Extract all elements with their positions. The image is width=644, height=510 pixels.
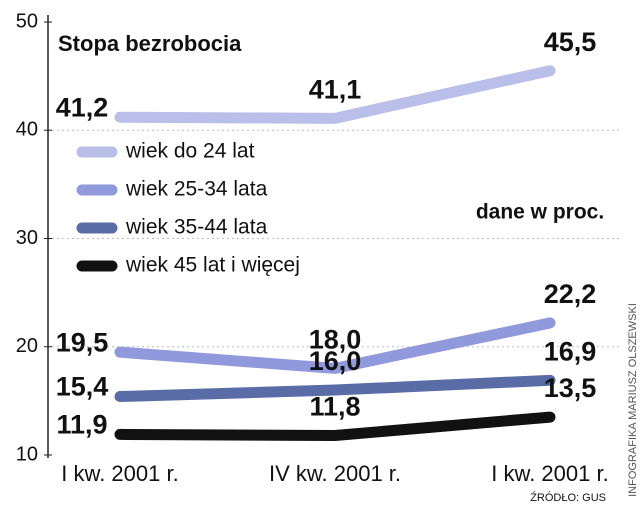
value-label: 13,5: [544, 373, 597, 403]
value-label: 11,8: [309, 392, 360, 422]
y-tick-label: 40: [16, 119, 38, 141]
chart: Stopa bezrobocia dane w proc. ŹRÓDŁO: GU…: [0, 0, 644, 510]
x-tick-label: IV kw. 2001 r.: [269, 461, 401, 486]
value-label: 15,4: [56, 372, 109, 402]
value-label: 41,1: [309, 74, 362, 104]
value-label: 45,5: [544, 27, 597, 57]
y-tick-label: 10: [16, 443, 38, 465]
chart-title: Stopa bezrobocia: [58, 31, 242, 56]
legend-label: wiek 45 lat i więcej: [125, 254, 300, 277]
value-label: 19,5: [56, 327, 109, 357]
unit-note: dane w proc.: [476, 201, 604, 224]
value-label: 16,9: [544, 336, 597, 366]
value-label: 22,2: [544, 279, 597, 309]
legend-label: wiek 25-34 lata: [125, 178, 268, 201]
y-tick-label: 30: [16, 227, 38, 249]
value-label: 41,2: [56, 92, 109, 122]
source: ŹRÓDŁO: GUS: [530, 491, 606, 504]
credit: INFOGRAFIKA MARIUSZ OLSZEWSKI: [627, 303, 639, 497]
x-tick-label: I kw. 2001 r.: [491, 461, 608, 486]
y-tick-label: 20: [16, 335, 38, 357]
y-tick-label: 50: [16, 10, 38, 32]
value-label: 11,9: [56, 410, 107, 440]
legend-label: wiek 35-44 lata: [125, 216, 268, 239]
legend-label: wiek do 24 lat: [125, 140, 255, 163]
value-label: 16,0: [309, 346, 362, 376]
x-tick-label: I kw. 2001 r.: [61, 461, 178, 486]
